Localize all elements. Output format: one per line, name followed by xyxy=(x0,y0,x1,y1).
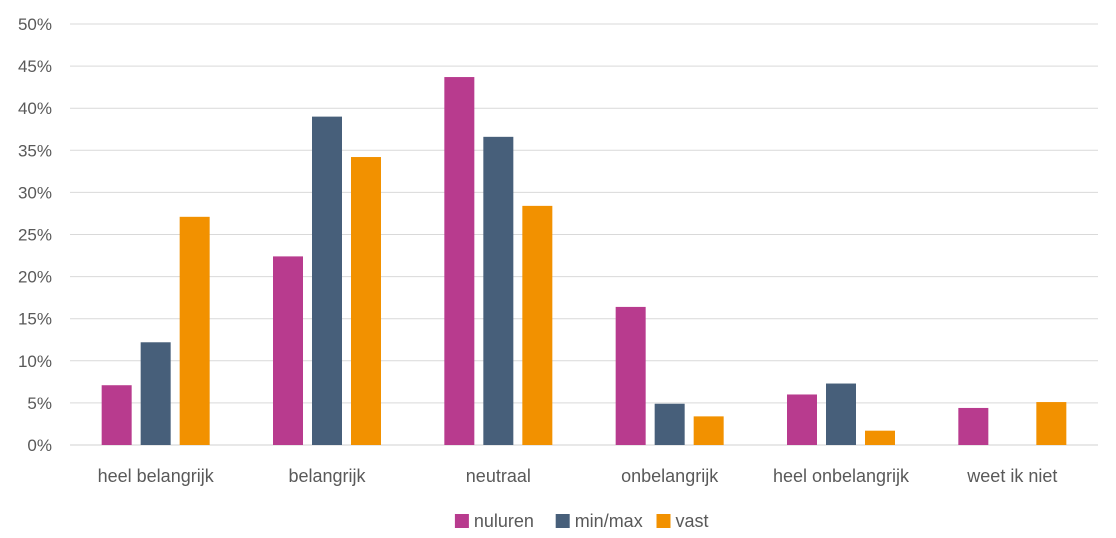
bar-nuluren-2 xyxy=(444,77,475,446)
x-category-label: onbelangrijk xyxy=(621,466,719,486)
x-category-label: heel belangrijk xyxy=(98,466,215,486)
bar-nuluren-5 xyxy=(958,407,989,445)
bar-nuluren-1 xyxy=(273,256,303,445)
bar-nuluren-4 xyxy=(787,394,817,445)
bar-vast-2 xyxy=(522,205,553,445)
bar-nuluren-3 xyxy=(615,306,646,445)
legend-label: nuluren xyxy=(474,511,534,531)
y-tick-label: 40% xyxy=(18,99,52,118)
y-axis-tick-labels: 0% 5% 10% 15% 20% 25% 30% 35% 40% 45% 50% xyxy=(18,15,52,455)
legend-swatch-min-max xyxy=(555,514,570,528)
legend-label: vast xyxy=(676,511,709,531)
y-tick-label: 35% xyxy=(18,141,52,160)
y-tick-label: 0% xyxy=(27,436,52,455)
x-category-label: neutraal xyxy=(466,466,531,486)
y-tick-label: 20% xyxy=(18,268,52,287)
bar-min-max-1 xyxy=(312,116,342,446)
gridlines xyxy=(70,23,1098,446)
y-tick-label: 45% xyxy=(18,57,52,76)
bar-nuluren-0 xyxy=(101,385,132,445)
bar-min-max-3 xyxy=(654,403,685,445)
legend-swatch-nuluren xyxy=(454,514,469,528)
bars xyxy=(101,77,1067,446)
legend-swatch-vast xyxy=(656,514,671,528)
y-tick-label: 50% xyxy=(18,15,52,34)
bar-vast-5 xyxy=(1036,402,1067,445)
legend-label: min/max xyxy=(575,511,643,531)
y-tick-label: 30% xyxy=(18,183,52,202)
bar-min-max-0 xyxy=(140,342,171,445)
x-category-label: heel onbelangrijk xyxy=(773,466,910,486)
bar-vast-3 xyxy=(693,416,724,445)
bar-min-max-4 xyxy=(826,383,856,445)
x-category-label: weet ik niet xyxy=(966,466,1057,486)
bar-min-max-2 xyxy=(483,136,514,445)
y-tick-label: 15% xyxy=(18,310,52,329)
x-axis-category-labels: heel belangrijk belangrijk neutraal onbelan… xyxy=(98,466,1058,486)
y-tick-label: 25% xyxy=(18,226,52,245)
y-tick-label: 5% xyxy=(27,394,52,413)
bar-vast-4 xyxy=(865,430,895,445)
x-category-label: belangrijk xyxy=(288,466,366,486)
bar-vast-1 xyxy=(351,157,381,445)
y-tick-label: 10% xyxy=(18,352,52,371)
legend: nuluren min/max vast xyxy=(454,511,709,531)
bar-vast-0 xyxy=(179,216,210,445)
